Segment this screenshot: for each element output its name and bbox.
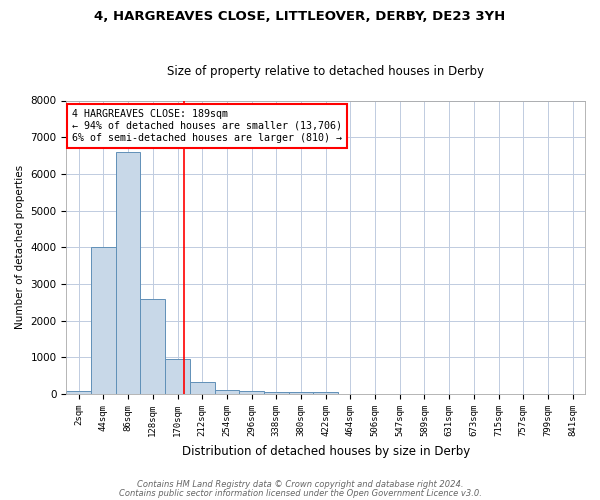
- Bar: [116, 152, 140, 394]
- Bar: [215, 390, 239, 394]
- Bar: [165, 360, 190, 394]
- Bar: [91, 248, 116, 394]
- Bar: [67, 392, 91, 394]
- Bar: [190, 382, 215, 394]
- Bar: [239, 392, 264, 394]
- X-axis label: Distribution of detached houses by size in Derby: Distribution of detached houses by size …: [182, 444, 470, 458]
- Y-axis label: Number of detached properties: Number of detached properties: [15, 166, 25, 330]
- Text: 4 HARGREAVES CLOSE: 189sqm
← 94% of detached houses are smaller (13,706)
6% of s: 4 HARGREAVES CLOSE: 189sqm ← 94% of deta…: [71, 110, 341, 142]
- Bar: [264, 392, 289, 394]
- Bar: [289, 392, 313, 394]
- Text: Contains HM Land Registry data © Crown copyright and database right 2024.: Contains HM Land Registry data © Crown c…: [137, 480, 463, 489]
- Bar: [313, 392, 338, 394]
- Title: Size of property relative to detached houses in Derby: Size of property relative to detached ho…: [167, 66, 484, 78]
- Bar: [140, 298, 165, 394]
- Text: 4, HARGREAVES CLOSE, LITTLEOVER, DERBY, DE23 3YH: 4, HARGREAVES CLOSE, LITTLEOVER, DERBY, …: [94, 10, 506, 23]
- Text: Contains public sector information licensed under the Open Government Licence v3: Contains public sector information licen…: [119, 489, 481, 498]
